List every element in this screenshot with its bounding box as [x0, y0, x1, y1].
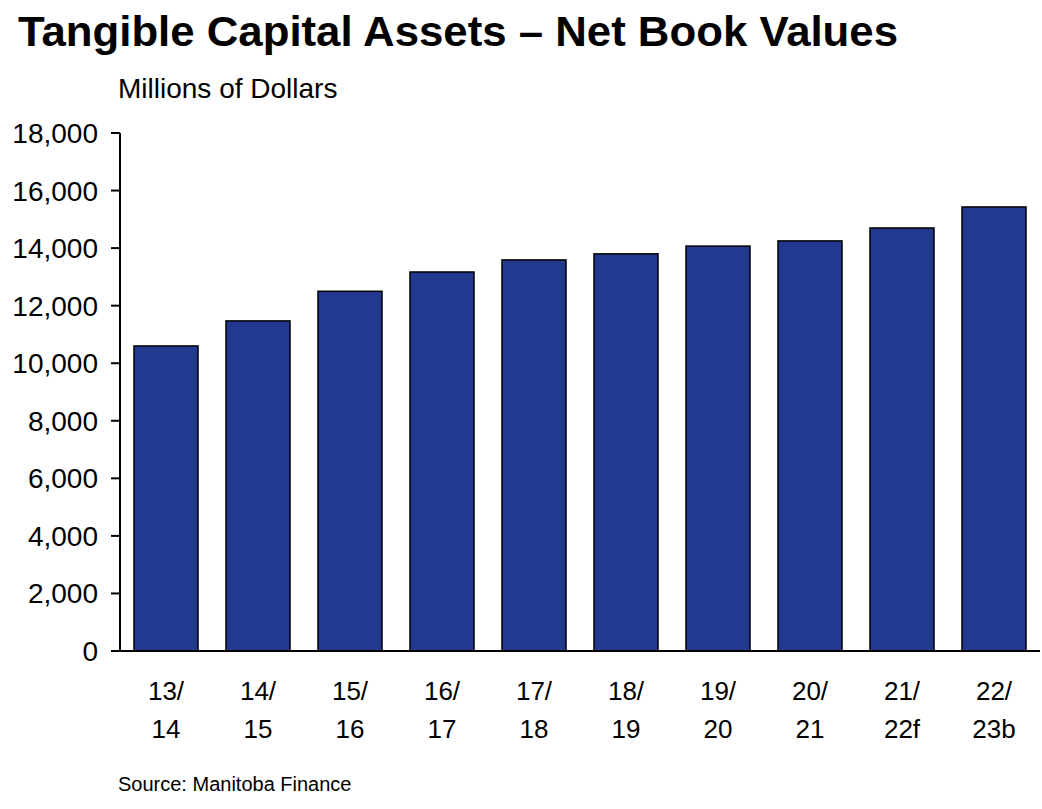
x-axis [120, 650, 1040, 652]
y-tick-label: 4,000 [28, 521, 98, 552]
y-axis [119, 133, 121, 651]
x-tick-label: 20/21 [792, 676, 829, 744]
title: Tangible Capital Assets – Net Book Value… [18, 8, 898, 55]
bar [226, 321, 290, 651]
y-tick [111, 477, 120, 479]
y-tick-label: 14,000 [12, 233, 98, 264]
x-tick-label-line: 21 [796, 714, 825, 744]
x-tick-label-line: 23b [972, 714, 1015, 744]
bar [870, 228, 934, 651]
x-tick-label: 19/20 [700, 676, 737, 744]
y-tick [111, 132, 120, 134]
y-tick-label: 18,000 [12, 118, 98, 149]
y-tick [111, 420, 120, 422]
y-tick [111, 247, 120, 249]
x-tick-label-line: 22f [884, 714, 921, 744]
x-tick-label-line: 18/ [608, 676, 645, 706]
y-tick-label: 10,000 [12, 348, 98, 379]
x-tick-label-line: 20/ [792, 676, 829, 706]
y-tick [111, 305, 120, 307]
y-tick [111, 535, 120, 537]
x-tick-label-line: 19 [612, 714, 641, 744]
y-tick-label: 12,000 [12, 291, 98, 322]
x-tick-label-line: 18 [520, 714, 549, 744]
y-tick [111, 190, 120, 192]
y-tick-label: 0 [82, 636, 98, 667]
x-tick-label-line: 16/ [424, 676, 461, 706]
x-tick-label: 14/15 [240, 676, 277, 744]
bar [318, 291, 382, 651]
x-tick-label-line: 19/ [700, 676, 737, 706]
chart: Tangible Capital Assets – Net Book Value… [0, 0, 1042, 809]
x-tick-label-line: 14 [152, 714, 181, 744]
x-tick-label: 17/18 [516, 676, 553, 744]
bar [778, 241, 842, 651]
subtitle: Millions of Dollars [118, 73, 337, 104]
y-tick [111, 362, 120, 364]
bar [686, 246, 750, 651]
y-tick [111, 592, 120, 594]
x-tick-label-line: 20 [704, 714, 733, 744]
y-tick-label: 6,000 [28, 463, 98, 494]
x-tick-label-line: 14/ [240, 676, 277, 706]
x-tick-label-line: 22/ [976, 676, 1013, 706]
y-tick [111, 650, 120, 652]
x-tick-label-line: 17/ [516, 676, 553, 706]
y-tick-label: 2,000 [28, 578, 98, 609]
bar [594, 254, 658, 651]
x-tick-label-line: 16 [336, 714, 365, 744]
x-tick-label: 18/19 [608, 676, 645, 744]
bar [134, 346, 198, 651]
x-tick-label-line: 21/ [884, 676, 921, 706]
x-tick-label-line: 15 [244, 714, 273, 744]
x-tick-label-line: 17 [428, 714, 457, 744]
x-tick-label: 15/16 [332, 676, 369, 744]
x-tick-label-line: 13/ [148, 676, 185, 706]
bar [502, 260, 566, 651]
x-tick-label: 21/22f [884, 676, 921, 744]
y-tick-label: 16,000 [12, 176, 98, 207]
x-tick-label: 13/14 [148, 676, 185, 744]
source: Source: Manitoba Finance [118, 773, 351, 795]
x-tick-label: 22/23b [972, 676, 1015, 744]
bar [962, 207, 1026, 651]
bars [134, 207, 1026, 651]
x-tick-label-line: 15/ [332, 676, 369, 706]
bar [410, 272, 474, 651]
y-tick-label: 8,000 [28, 406, 98, 437]
x-tick-label: 16/17 [424, 676, 461, 744]
